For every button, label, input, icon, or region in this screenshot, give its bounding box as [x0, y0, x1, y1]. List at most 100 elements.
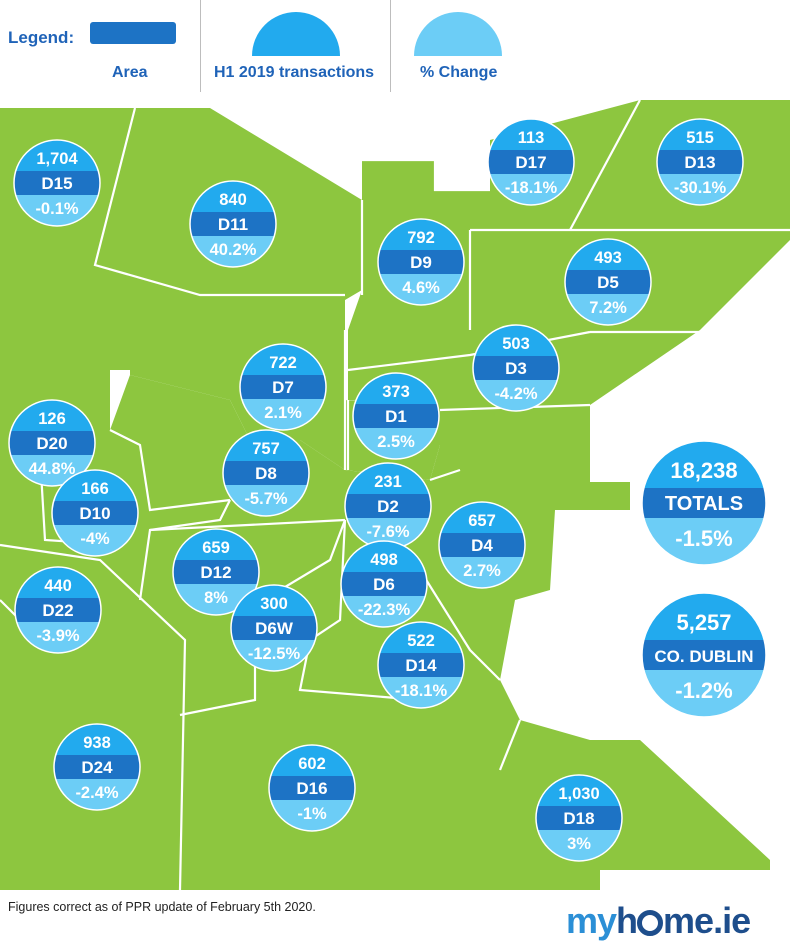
district-badge-d9: 792 D9 4.6% — [377, 218, 465, 306]
badge-area: D20 — [36, 434, 67, 453]
district-border — [419, 569, 501, 681]
badge-band — [642, 640, 766, 670]
badge-change: 2.7% — [463, 562, 501, 580]
district-badge-d16: 602 D16 -1% — [268, 744, 356, 832]
badge-area: D9 — [410, 253, 432, 272]
logo-text-my: my — [566, 900, 617, 941]
badge-change: 40.2% — [210, 241, 257, 259]
badge-area: D16 — [296, 779, 327, 798]
badge-change: 2.5% — [377, 433, 415, 451]
badge-change: -0.1% — [35, 200, 78, 218]
badge-transactions: 657 — [468, 512, 496, 530]
myhome-logo[interactable]: myh me.ie — [566, 900, 751, 942]
district-badge-d4: 657 D4 2.7% — [438, 501, 526, 589]
district-badge-d5: 493 D5 7.2% — [564, 238, 652, 326]
badge-transactions: 722 — [269, 354, 297, 372]
badge-transactions: 300 — [260, 595, 288, 613]
badge-change: -1% — [297, 805, 327, 823]
district-border — [138, 499, 231, 601]
badge-band — [353, 404, 439, 428]
badge-area: CO. DUBLIN — [654, 647, 753, 666]
badge-area: D24 — [81, 758, 113, 777]
badge-change: -1.5% — [675, 526, 732, 551]
badge-area: D1 — [385, 407, 407, 426]
district-border — [109, 429, 231, 512]
badge-band — [488, 150, 574, 174]
badge-area: D7 — [272, 378, 294, 397]
badge-change: -1.2% — [675, 678, 732, 703]
badge-change: 7.2% — [589, 299, 627, 317]
district-border — [569, 99, 641, 231]
badge-transactions: 166 — [81, 480, 109, 498]
badge-change: -4.2% — [494, 385, 537, 403]
badge-area: D10 — [79, 504, 110, 523]
badge-transactions: 840 — [219, 191, 247, 209]
district-badge-d22: 440 D22 -3.9% — [14, 566, 102, 654]
badge-area: D2 — [377, 497, 399, 516]
badge-band — [190, 212, 276, 236]
legend-area-label: Area — [112, 64, 148, 81]
district-border — [0, 543, 187, 891]
legend: Legend: Area H1 2019 transactions % Chan… — [0, 0, 800, 96]
badge-area: TOTALS — [665, 493, 743, 515]
district-border — [498, 719, 522, 771]
badge-band — [439, 533, 525, 557]
badge-area: D17 — [515, 153, 546, 172]
badge-band — [345, 494, 431, 518]
badge-band — [240, 375, 326, 399]
legend-divider — [200, 0, 201, 92]
badge-change: 8% — [204, 589, 228, 607]
badge-transactions: 126 — [38, 410, 66, 428]
badge-band — [473, 356, 559, 380]
badge-area: D22 — [42, 601, 73, 620]
badge-transactions: 498 — [370, 551, 398, 569]
legend-area-swatch — [90, 22, 176, 44]
badge-change: -22.3% — [358, 601, 411, 619]
badge-change: -5.7% — [244, 490, 287, 508]
district-badge-d3: 503 D3 -4.2% — [472, 324, 560, 412]
district-border — [149, 518, 346, 532]
badge-transactions: 659 — [202, 539, 230, 557]
legend-divider — [390, 0, 391, 92]
district-border — [362, 158, 490, 192]
district-badge-co-dublin: 5,257 CO. DUBLIN -1.2% — [641, 592, 767, 718]
badge-band — [52, 501, 138, 525]
badge-change: 3% — [567, 835, 591, 853]
badge-transactions: 493 — [594, 249, 622, 267]
district-badges: 1,704 D15 -0.1% 840 D11 40.2% 113 D17 -18.1% 515 D… — [8, 118, 767, 862]
badge-area: D11 — [218, 215, 248, 234]
badge-transactions: 602 — [298, 755, 326, 773]
badge-band — [54, 755, 140, 779]
district-badge-d2: 231 D2 -7.6% — [344, 462, 432, 550]
badge-band — [378, 653, 464, 677]
district-badge-d7: 722 D7 2.1% — [239, 343, 327, 431]
badge-transactions: 757 — [252, 440, 280, 458]
legend-title: Legend: — [8, 28, 75, 47]
badge-area: D15 — [41, 174, 72, 193]
legend-change-label: % Change — [420, 64, 498, 81]
district-badge-d6w: 300 D6W -12.5% — [230, 584, 318, 672]
district-badge-d14: 522 D14 -18.1% — [377, 621, 465, 709]
badge-change: 2.1% — [264, 404, 302, 422]
badge-band — [173, 560, 259, 584]
badge-band — [269, 776, 355, 800]
badge-change: -4% — [80, 530, 110, 548]
badge-transactions: 373 — [382, 383, 410, 401]
badge-area: D4 — [471, 536, 493, 555]
logo-text-me: me.ie — [663, 900, 751, 941]
badge-transactions: 5,257 — [676, 610, 731, 635]
house-icon — [637, 910, 664, 936]
badge-area: D6 — [373, 575, 395, 594]
district-badge-d11: 840 D11 40.2% — [189, 180, 277, 268]
badge-transactions: 503 — [502, 335, 530, 353]
badge-transactions: 231 — [374, 473, 402, 491]
badge-band — [378, 250, 464, 274]
badge-area: D3 — [505, 359, 527, 378]
badge-band — [14, 171, 100, 195]
district-badge-d24: 938 D24 -2.4% — [53, 723, 141, 811]
badge-band — [9, 431, 95, 455]
badge-transactions: 113 — [518, 129, 545, 147]
district-badge-d8: 757 D8 -5.7% — [222, 429, 310, 517]
badge-change: 44.8% — [29, 460, 76, 478]
badge-band — [536, 806, 622, 830]
